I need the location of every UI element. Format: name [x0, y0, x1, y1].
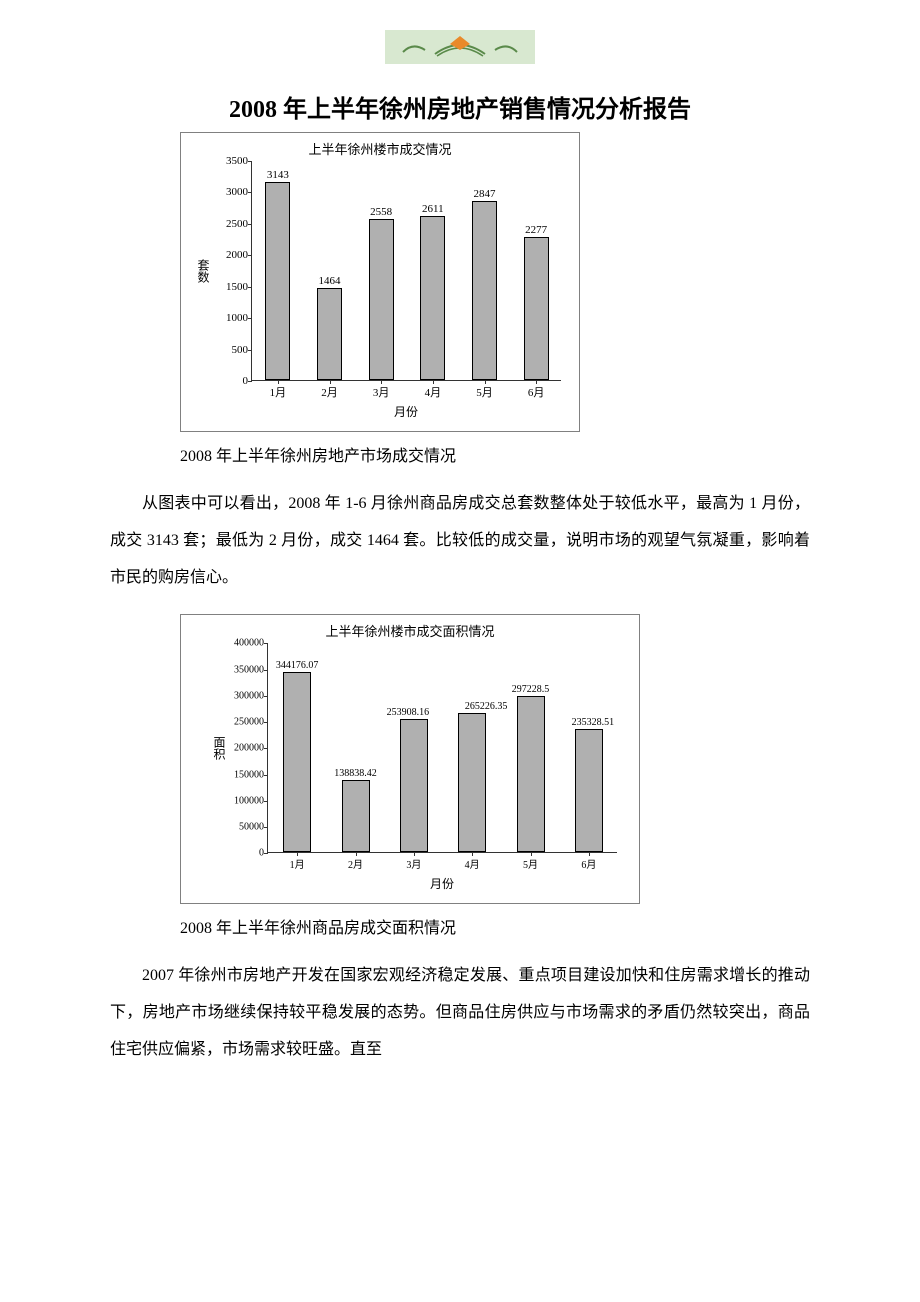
- chart1-caption: 2008 年上半年徐州房地产市场成交情况: [180, 442, 920, 466]
- chart2-bar-label: 138838.42: [334, 768, 377, 781]
- page-logo: [0, 30, 920, 69]
- chart2-ylabel: 面积: [211, 736, 228, 760]
- chart2-bar: 265226.35: [458, 713, 486, 852]
- chart2-ytick: 150000: [234, 769, 268, 780]
- chart1-bar-label: 1464: [318, 275, 340, 289]
- chart2-bar-label: 265226.35: [465, 701, 508, 714]
- chart1-box: 上半年徐州楼市成交情况 05001000150020002500300035003…: [180, 132, 580, 432]
- document-title: 2008 年上半年徐州房地产销售情况分析报告: [0, 89, 920, 124]
- paragraph-2: 2007 年徐州市房地产开发在国家宏观经济稳定发展、重点项目建设加快和住房需求增…: [110, 958, 810, 1068]
- chart2-container: 上半年徐州楼市成交面积情况 050000100000150000200000250…: [180, 614, 920, 904]
- paragraph-1: 从图表中可以看出，2008 年 1-6 月徐州商品房成交总套数整体处于较低水平，…: [110, 486, 810, 596]
- chart1-bar: 1464: [317, 288, 342, 380]
- chart2-bar: 297228.5: [517, 696, 545, 852]
- chart2-bar-label: 297228.5: [512, 684, 550, 697]
- chart2-ytick: 300000: [234, 690, 268, 701]
- chart2-box: 上半年徐州楼市成交面积情况 050000100000150000200000250…: [180, 614, 640, 904]
- chart2-xlabel: 月份: [430, 875, 454, 892]
- chart1-bar-label: 2277: [525, 224, 547, 238]
- chart1-bar-label: 2611: [422, 203, 444, 217]
- chart2-title: 上半年徐州楼市成交面积情况: [325, 621, 494, 640]
- chart2-bar-label: 344176.07: [276, 660, 319, 673]
- chart1-bar-label: 3143: [267, 169, 289, 183]
- chart1-xlabel: 月份: [394, 403, 418, 420]
- chart2-plot: 0500001000001500002000002500003000003500…: [267, 643, 617, 853]
- chart1-bar: 2277: [524, 237, 549, 380]
- chart1-container: 上半年徐州楼市成交情况 05001000150020002500300035003…: [180, 132, 920, 432]
- chart2-bar: 235328.51: [575, 729, 603, 853]
- chart1-bar: 3143: [265, 182, 290, 380]
- chart1-bar-label: 2558: [370, 206, 392, 220]
- chart2-bar: 253908.16: [400, 719, 428, 852]
- chart2-ytick: 400000: [234, 638, 268, 649]
- chart2-ytick: 350000: [234, 664, 268, 675]
- chart2-ytick: 250000: [234, 717, 268, 728]
- chart2-bar-label: 235328.51: [572, 717, 615, 730]
- chart2-bar: 138838.42: [342, 780, 370, 853]
- chart2-caption: 2008 年上半年徐州商品房成交面积情况: [180, 914, 920, 938]
- chart1-bar-label: 2847: [473, 188, 495, 202]
- chart1-ylabel: 套数: [195, 259, 212, 283]
- chart2-ytick: 200000: [234, 743, 268, 754]
- logo-graphic: [385, 30, 535, 64]
- chart1-plot: 050010001500200025003000350031431月14642月…: [251, 161, 561, 381]
- chart2-ytick: 100000: [234, 795, 268, 806]
- chart1-bar: 2847: [472, 201, 497, 380]
- chart1-bar: 2558: [369, 219, 394, 380]
- chart2-bar-label: 253908.16: [387, 707, 430, 720]
- chart1-bar: 2611: [420, 216, 445, 380]
- chart2-bar: 344176.07: [283, 672, 311, 853]
- chart1-title: 上半年徐州楼市成交情况: [308, 139, 451, 158]
